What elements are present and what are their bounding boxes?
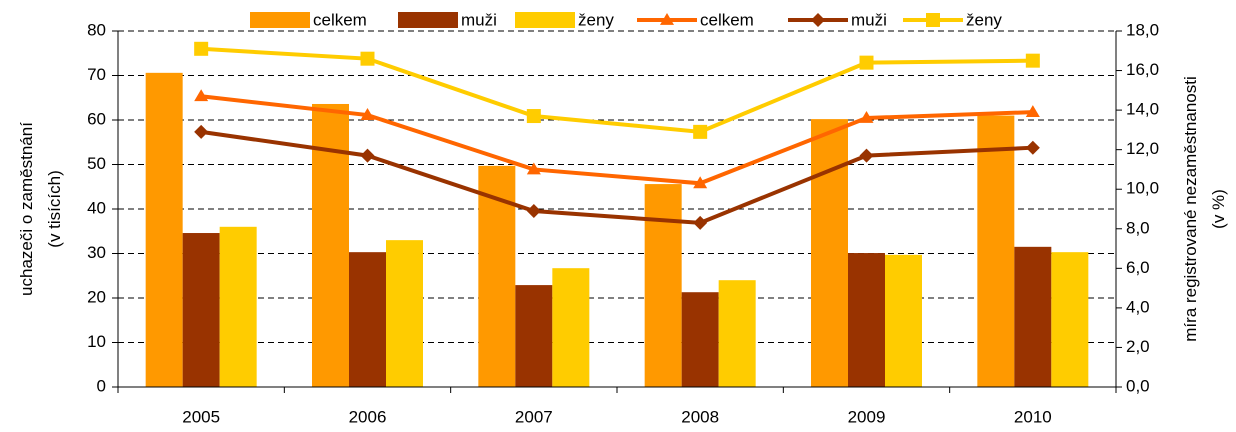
line xyxy=(201,46,1033,134)
bar xyxy=(811,119,848,388)
x-tick-label: 2008 xyxy=(681,407,719,426)
bar xyxy=(718,280,756,387)
y2-tick-label: 0,0 xyxy=(1126,376,1150,395)
legend-label: ženy xyxy=(578,10,614,29)
bar xyxy=(552,268,590,387)
marker xyxy=(660,13,674,25)
y-tick-label: 40 xyxy=(87,198,106,217)
y2-tick-label: 18,0 xyxy=(1126,20,1159,39)
marker xyxy=(859,111,874,123)
x-tick-label: 2009 xyxy=(848,407,886,426)
marker xyxy=(194,124,209,139)
line xyxy=(200,94,1033,186)
bar xyxy=(515,285,553,387)
bar xyxy=(977,115,1015,388)
bar xyxy=(219,226,257,387)
bar xyxy=(349,252,386,387)
marker xyxy=(1025,105,1040,117)
y2-tick-label: 8,0 xyxy=(1126,218,1150,237)
marker xyxy=(859,148,874,163)
bar xyxy=(312,103,349,387)
x-tick-label: 2007 xyxy=(515,407,553,426)
marker xyxy=(526,109,541,124)
bar xyxy=(386,240,423,387)
bar xyxy=(182,233,220,387)
marker xyxy=(859,55,874,70)
bar xyxy=(644,184,682,387)
bar xyxy=(1014,246,1052,387)
marker xyxy=(194,41,209,56)
legend-swatch xyxy=(515,12,575,28)
marker xyxy=(526,162,541,175)
legend-label: muži xyxy=(461,10,497,29)
y-tick-label: 70 xyxy=(87,65,106,84)
legend-swatch xyxy=(398,12,458,28)
bar xyxy=(885,254,922,387)
legend-label: ženy xyxy=(966,10,1002,29)
y2-tick-label: 12,0 xyxy=(1126,139,1159,158)
marker xyxy=(693,124,708,139)
y2-tick-label: 2,0 xyxy=(1126,337,1150,356)
y-tick-label: 60 xyxy=(87,109,106,128)
y2-axis-title-line: míra registrované nezaměstnanosti xyxy=(1181,76,1200,342)
legend-swatch xyxy=(250,12,310,28)
y-tick-label: 50 xyxy=(87,154,106,173)
marker xyxy=(693,176,708,189)
x-tick-label: 2005 xyxy=(182,407,220,426)
x-tick-label: 2006 xyxy=(349,407,387,426)
legend-label: celkem xyxy=(313,10,367,29)
legend-label: muži xyxy=(851,10,887,29)
y2-tick-label: 6,0 xyxy=(1126,258,1150,277)
y-tick-label: 0 xyxy=(97,376,106,395)
y2-tick-label: 16,0 xyxy=(1126,60,1159,79)
y-tick-label: 30 xyxy=(87,243,106,262)
marker xyxy=(693,215,708,230)
marker xyxy=(360,148,375,163)
marker xyxy=(926,13,940,27)
marker xyxy=(360,108,375,120)
y2-tick-label: 14,0 xyxy=(1126,100,1159,119)
marker xyxy=(526,203,541,218)
y-tick-label: 20 xyxy=(87,287,106,306)
marker xyxy=(1025,140,1040,155)
marker xyxy=(811,13,825,27)
x-tick-label: 2010 xyxy=(1014,407,1052,426)
bar xyxy=(681,292,719,387)
y-tick-label: 80 xyxy=(87,20,106,39)
line xyxy=(200,129,1033,225)
y-axis-title-line: (v tisících) xyxy=(45,170,64,247)
y2-axis-title: míra registrované nezaměstnanosti (v %) xyxy=(1181,76,1228,342)
y2-tick-label: 4,0 xyxy=(1126,297,1150,316)
bar xyxy=(848,253,885,387)
y2-axis-title-line: (v %) xyxy=(1209,189,1228,229)
y-axis-title-line: uchazeči o zaměstnání xyxy=(17,122,36,296)
legend-label: celkem xyxy=(700,10,754,29)
y-tick-label: 10 xyxy=(87,332,106,351)
marker xyxy=(194,89,209,102)
bar xyxy=(1051,252,1089,387)
marker xyxy=(360,51,375,66)
marker xyxy=(1025,53,1040,68)
y-axis-title: uchazeči o zaměstnání (v tisících) xyxy=(17,122,64,296)
y2-tick-label: 10,0 xyxy=(1126,179,1159,198)
bar xyxy=(145,72,183,387)
